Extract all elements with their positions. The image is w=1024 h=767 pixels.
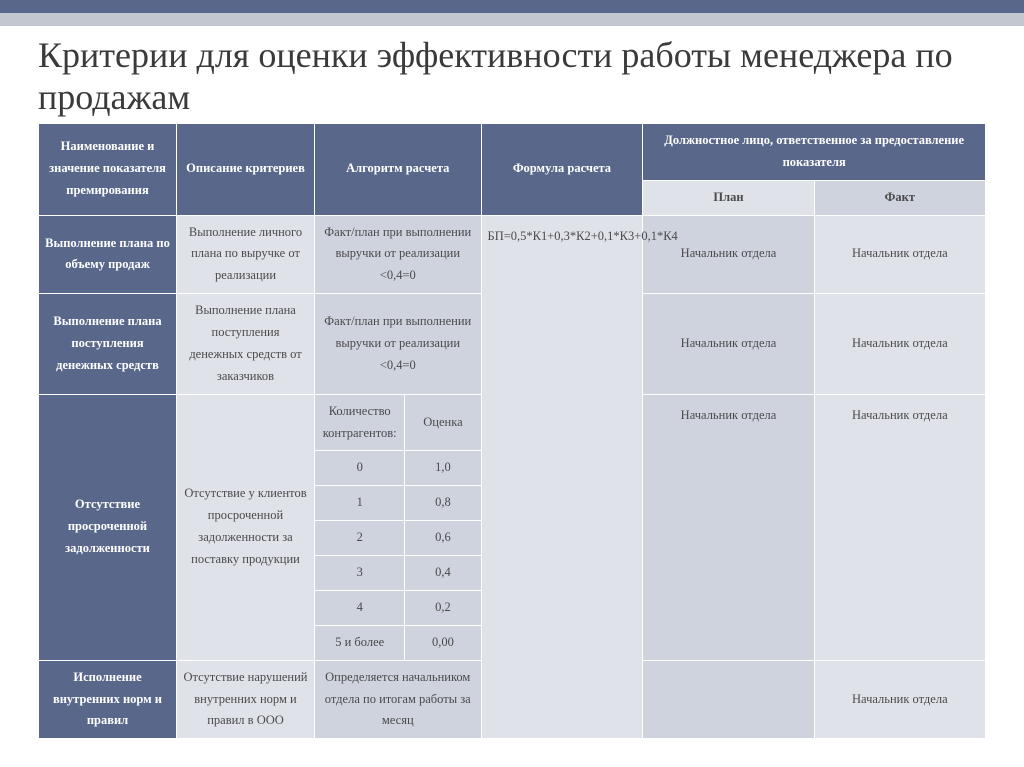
scale-k: 1 bbox=[315, 486, 405, 521]
row-desc: Отсутствие нарушений внутренних норм и п… bbox=[177, 660, 315, 739]
scale-label-score: Оценка bbox=[405, 394, 481, 451]
col-header-name: Наименование и значение показателя преми… bbox=[39, 123, 177, 215]
col-header-desc: Описание критериев bbox=[177, 123, 315, 215]
row-fact: Начальник отдела bbox=[814, 294, 985, 395]
scale-k: 4 bbox=[315, 590, 405, 625]
row-name: Выполнение плана по объему продаж bbox=[39, 215, 177, 294]
table-row: Выполнение плана по объему продаж Выполн… bbox=[39, 215, 986, 294]
col-subheader-fact: Факт bbox=[814, 180, 985, 215]
col-header-algo: Алгоритм расчета bbox=[315, 123, 482, 215]
scale-v: 0,6 bbox=[405, 521, 481, 556]
row-plan bbox=[643, 660, 814, 739]
row-plan: Начальник отдела bbox=[643, 394, 814, 660]
scale-v: 1,0 bbox=[405, 451, 481, 486]
table-header-row: Наименование и значение показателя преми… bbox=[39, 123, 986, 180]
scale-k: 0 bbox=[315, 451, 405, 486]
row-algo: Факт/план при выполнении выручки от реал… bbox=[315, 215, 482, 294]
scale-v: 0,2 bbox=[405, 590, 481, 625]
scale-k: 3 bbox=[315, 556, 405, 591]
row-name: Отсутствие просроченной задолженности bbox=[39, 394, 177, 660]
slide-body: Критерии для оценки эффективности работы… bbox=[0, 26, 1024, 739]
row-name: Исполнение внутренних норм и правил bbox=[39, 660, 177, 739]
row-fact: Начальник отдела bbox=[814, 394, 985, 660]
row-desc: Выполнение плана поступления денежных ср… bbox=[177, 294, 315, 395]
scale-k: 5 и более bbox=[315, 625, 405, 660]
row-name: Выполнение плана поступления денежных ср… bbox=[39, 294, 177, 395]
col-subheader-plan: План bbox=[643, 180, 814, 215]
col-header-formula: Формула расчета bbox=[481, 123, 643, 215]
scale-k: 2 bbox=[315, 521, 405, 556]
scale-v: 0,4 bbox=[405, 556, 481, 591]
col-header-responsible: Должностное лицо, ответственное за предо… bbox=[643, 123, 986, 180]
row-fact: Начальник отдела bbox=[814, 660, 985, 739]
row-plan: Начальник отдела bbox=[643, 294, 814, 395]
criteria-table: Наименование и значение показателя преми… bbox=[38, 123, 986, 739]
slide-title: Критерии для оценки эффективности работы… bbox=[38, 34, 986, 119]
row-algo: Определяется начальником отдела по итога… bbox=[315, 660, 482, 739]
scale-v: 0,00 bbox=[405, 625, 481, 660]
row-fact: Начальник отдела bbox=[814, 215, 985, 294]
scale-v: 0,8 bbox=[405, 486, 481, 521]
row-plan: Начальник отдела bbox=[643, 215, 814, 294]
row-algo: Факт/план при выполнении выручки от реал… bbox=[315, 294, 482, 395]
row-desc: Выполнение личного плана по выручке от р… bbox=[177, 215, 315, 294]
slide-top-accent bbox=[0, 0, 1024, 26]
row-desc: Отсутствие у клиентов просроченной задол… bbox=[177, 394, 315, 660]
scale-label-count: Количество контрагентов: bbox=[315, 394, 405, 451]
formula-cell: БП=0,5*К1+0,3*К2+0,1*К3+0,1*К4 bbox=[481, 215, 643, 739]
